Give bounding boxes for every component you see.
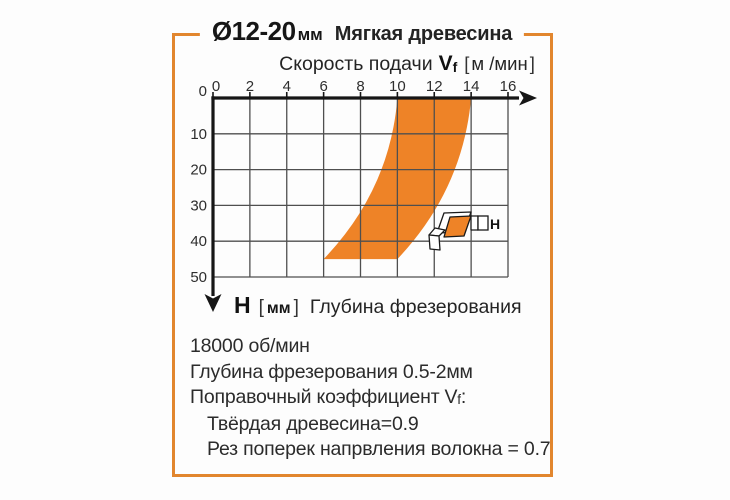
note-correction-text: Поправочный коэффициент: [190, 386, 440, 408]
y-tick-label: 20: [190, 162, 207, 179]
y-axis-title-text: Глубина фрезерования: [309, 296, 522, 318]
x-axis-arrow-icon: [519, 90, 537, 106]
x-tick-label: 2: [246, 78, 254, 95]
note-rpm: 18000 об/мин: [190, 335, 310, 357]
vf-symbol: V: [444, 386, 458, 408]
colon: :: [460, 386, 467, 408]
milling-depth-icon: H: [428, 211, 500, 251]
icon-end-cap: [470, 215, 479, 231]
x-tick-label: 6: [319, 78, 327, 95]
icon-height-label: H: [490, 216, 500, 232]
notes-block: 18000 об/мин Глубина фрезерования 0.5-2м…: [190, 334, 551, 463]
x-axis-title-text: Скорость подачи: [279, 53, 433, 75]
icon-height-bracket: [477, 215, 489, 231]
x-tick-label: 14: [463, 78, 480, 95]
tool-diameter-label: Ø12-20: [211, 16, 296, 46]
page-title: Ø12-20 мм Мягкая древесина: [199, 16, 525, 47]
x-tick-label: 8: [356, 78, 364, 95]
icon-cube-front: [428, 234, 441, 251]
x-tick-label: 10: [389, 78, 406, 95]
tool-diameter-unit: мм: [297, 25, 323, 44]
x-tick-label: 4: [283, 78, 291, 95]
y-axis-title: H [мм] Глубина фрезерования: [234, 292, 522, 319]
feed-symbol-subscript: f: [452, 59, 458, 75]
x-tick-label: 0: [212, 78, 220, 95]
vf-symbol-subscript: f: [457, 392, 461, 407]
note-correction-factor: Поправочный коэффициент Vf:: [190, 385, 550, 412]
y-axis-unit: мм: [266, 300, 291, 317]
bracket-open: [: [258, 297, 264, 318]
note-depth-range: Глубина фрезерования 0.5-2мм: [190, 360, 473, 383]
bracket-close: ]: [293, 297, 299, 318]
depth-symbol: H: [234, 292, 251, 318]
x-tick-label: 16: [500, 78, 517, 95]
bracket-close: ]: [529, 53, 535, 74]
x-axis-unit: м /мин: [471, 53, 528, 74]
x-axis-title: Скорость подачи Vf [м /мин]: [279, 52, 537, 76]
material-label: Мягкая древесина: [334, 23, 513, 45]
note-crossgrain-factor: Рез поперек напрвления волокна = 0.7: [207, 438, 551, 460]
feed-symbol: V: [438, 52, 453, 75]
y-tick-label: 0: [199, 83, 207, 100]
bracket-open: [: [464, 53, 470, 74]
y-tick-label: 50: [190, 269, 207, 286]
x-tick-label: 12: [426, 78, 443, 95]
y-axis-arrow-icon: [204, 294, 222, 312]
y-tick-label: 30: [190, 197, 207, 214]
y-tick-label: 40: [190, 233, 207, 250]
note-hardwood-factor: Твёрдая древесина=0.9: [207, 412, 419, 435]
y-tick-label: 10: [190, 126, 207, 143]
